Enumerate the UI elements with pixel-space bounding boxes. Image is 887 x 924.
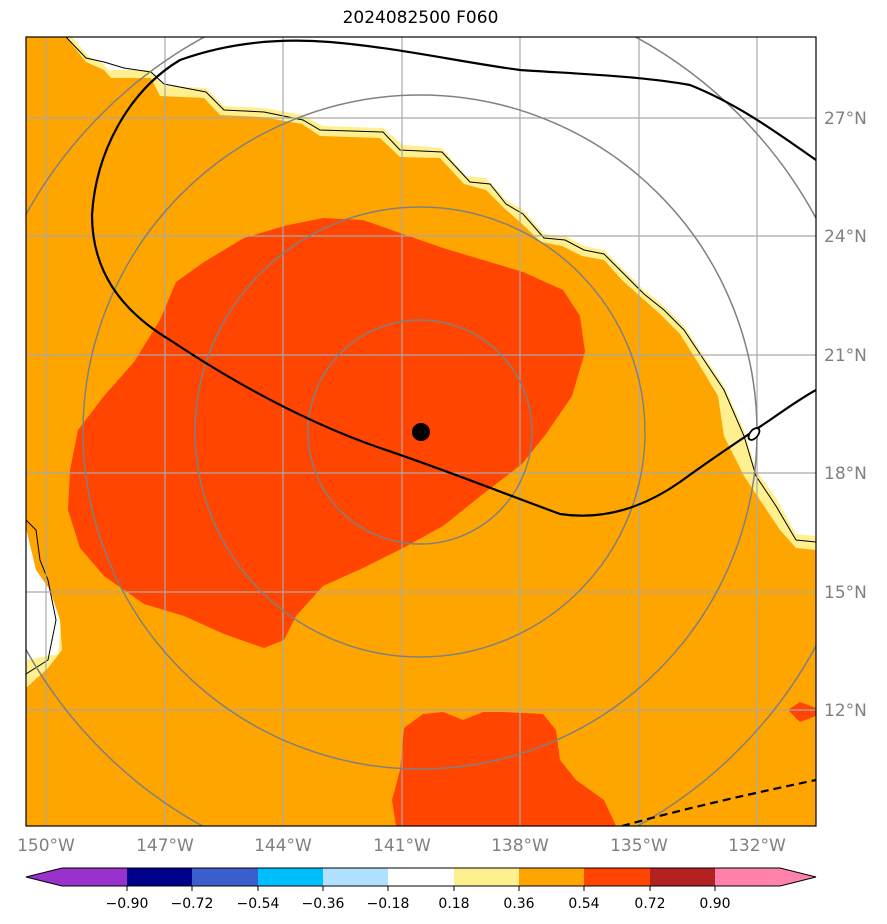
- colorbar-label: −0.54: [237, 896, 280, 912]
- colorbar-segment: [519, 868, 584, 886]
- colorbar-segment: [650, 868, 715, 886]
- colorbar-segment: [192, 868, 258, 886]
- lon-label: 138°W: [491, 836, 549, 856]
- field-red-south: [392, 712, 616, 826]
- lat-tick-labels: 27°N 24°N 21°N 18°N 15°N 12°N: [824, 109, 867, 721]
- colorbar-label: −0.36: [302, 896, 345, 912]
- colorbar-label: −0.72: [171, 896, 214, 912]
- colorbar-label: −0.90: [106, 896, 149, 912]
- chart-title: 2024082500 F060: [342, 8, 499, 28]
- colorbar-segment: [258, 868, 323, 886]
- colorbar-label: 0.54: [568, 896, 599, 912]
- range-ring-inner: [307, 319, 533, 545]
- map-frame: [25, 36, 817, 827]
- lon-label: 135°W: [610, 836, 668, 856]
- lat-label: 24°N: [824, 227, 867, 247]
- colorbar-label: 0.90: [699, 896, 730, 912]
- dashed-contour: [621, 778, 816, 826]
- lat-label: 27°N: [824, 109, 867, 129]
- colorbar-label: 0.18: [438, 896, 469, 912]
- field-contour-line: [65, 37, 816, 543]
- colorbar-extend-high: [715, 868, 816, 886]
- lon-label: 144°W: [254, 836, 312, 856]
- lon-tick-labels: 150°W 147°W 144°W 141°W 138°W 135°W 132°…: [17, 836, 786, 856]
- lon-label: 132°W: [728, 836, 786, 856]
- lon-label: 150°W: [17, 836, 75, 856]
- black-contour-north-loop: [90, 39, 816, 517]
- colorbar: −0.90 −0.72 −0.54 −0.36 −0.18 0.18 0.36 …: [25, 867, 817, 912]
- range-ring-2: [194, 206, 646, 658]
- colorbar-outline: [25, 867, 817, 887]
- field-red-east-patch: [788, 702, 816, 722]
- lat-label: 12°N: [824, 701, 867, 721]
- colorbar-label: −0.18: [367, 896, 410, 912]
- lon-label: 147°W: [136, 836, 194, 856]
- colorbar-extend-low: [26, 868, 127, 886]
- colorbar-label: 0.72: [634, 896, 665, 912]
- lat-label: 21°N: [824, 346, 867, 366]
- field-contour-line-west: [26, 519, 57, 675]
- colorbar-segment: [388, 868, 454, 886]
- storm-center-marker: [412, 423, 430, 441]
- lon-label: 141°W: [373, 836, 431, 856]
- colorbar-segment: [323, 868, 388, 886]
- colorbar-segment: [127, 868, 192, 886]
- lat-label: 15°N: [824, 583, 867, 603]
- parallel-gridlines: [26, 117, 816, 711]
- map-plot-area: [26, 37, 816, 826]
- colorbar-label: 0.36: [503, 896, 534, 912]
- small-closed-contour: [747, 427, 761, 441]
- colorbar-segment: [454, 868, 519, 886]
- lat-label: 18°N: [824, 464, 867, 484]
- colorbar-segment: [584, 868, 650, 886]
